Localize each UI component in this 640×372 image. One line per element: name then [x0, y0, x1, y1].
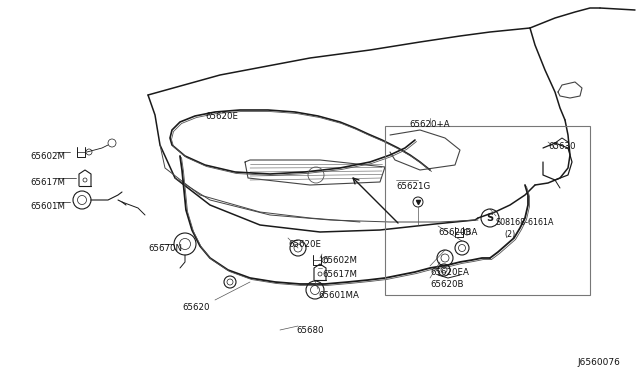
Text: 65621G: 65621G	[396, 182, 430, 191]
Text: 65602M: 65602M	[30, 152, 65, 161]
Bar	[385, 126, 590, 295]
Text: 65620B: 65620B	[430, 280, 463, 289]
Text: S08168-6161A: S08168-6161A	[496, 218, 554, 227]
Text: 65602M: 65602M	[322, 256, 357, 265]
Text: 65620E: 65620E	[205, 112, 238, 121]
Text: 65630: 65630	[548, 142, 575, 151]
Text: 65620E: 65620E	[288, 240, 321, 249]
Text: 65670N: 65670N	[148, 244, 182, 253]
Text: 65617M: 65617M	[322, 270, 357, 279]
Text: (2): (2)	[504, 230, 515, 239]
Text: 65680: 65680	[296, 326, 323, 335]
Text: 65617M: 65617M	[30, 178, 65, 187]
Text: 65620BA: 65620BA	[438, 228, 477, 237]
Text: 65601M: 65601M	[30, 202, 65, 211]
Text: 65620+A: 65620+A	[410, 120, 451, 129]
Text: 65601MA: 65601MA	[318, 291, 359, 300]
Text: 65620: 65620	[182, 303, 210, 312]
Text: J6560076: J6560076	[577, 358, 620, 367]
Text: S: S	[486, 213, 493, 223]
Text: 65620EA: 65620EA	[430, 268, 469, 277]
